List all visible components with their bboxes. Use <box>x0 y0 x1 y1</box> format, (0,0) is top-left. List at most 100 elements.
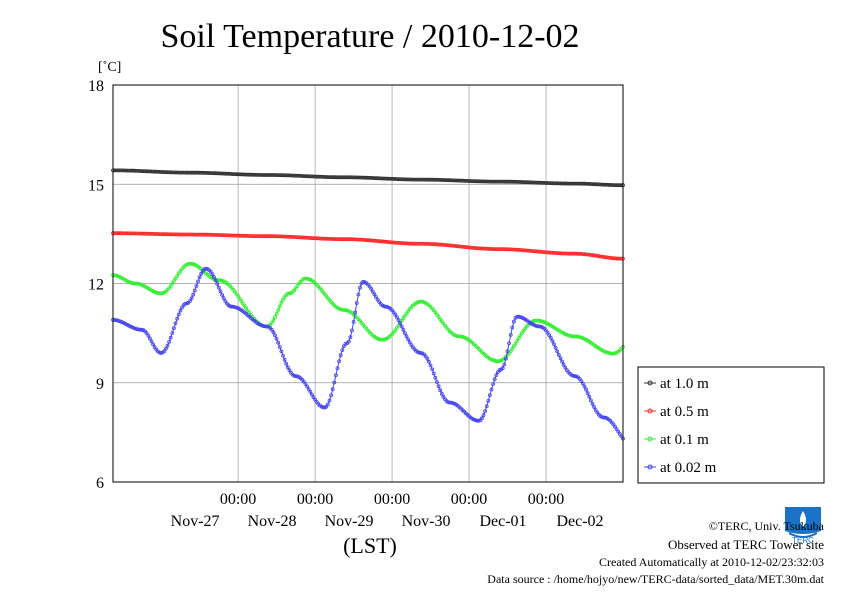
series-point <box>576 334 580 339</box>
series-point <box>274 311 279 316</box>
series-point <box>163 346 168 351</box>
series-point <box>370 289 375 294</box>
series-point <box>356 292 361 297</box>
series-point <box>170 331 175 335</box>
series-point <box>159 291 164 296</box>
series-point <box>147 336 152 341</box>
series-line <box>112 268 624 439</box>
series-point <box>502 362 507 367</box>
series-point <box>173 321 178 326</box>
series-point <box>418 351 423 355</box>
series-point <box>276 308 281 312</box>
series-point <box>425 356 430 361</box>
series-point <box>175 274 180 278</box>
series-point <box>433 375 438 380</box>
x-tick-hour-label: 00:00 <box>297 491 333 508</box>
series-point <box>555 349 560 354</box>
series-point <box>281 297 285 302</box>
series-point <box>372 292 377 297</box>
series-point <box>507 341 512 346</box>
series-point <box>271 330 276 335</box>
series-point <box>431 371 436 376</box>
series-point <box>139 327 144 332</box>
series-point <box>271 318 276 323</box>
series-point <box>168 335 173 340</box>
series-point <box>167 339 172 344</box>
legend-marker <box>647 436 653 442</box>
series-point <box>340 348 345 353</box>
series-point <box>279 349 284 354</box>
series-line <box>112 263 624 362</box>
series-point <box>189 261 194 266</box>
series-point <box>151 342 156 347</box>
series-point <box>396 318 401 323</box>
series-point <box>449 400 454 405</box>
series-point <box>582 384 587 389</box>
x-tick-hour-label: 00:00 <box>374 491 410 508</box>
series-point <box>325 402 330 407</box>
series-point <box>279 300 284 305</box>
series-point <box>269 320 274 325</box>
series-point <box>548 335 553 340</box>
series-point <box>146 333 151 338</box>
series-point <box>503 356 508 361</box>
series-point <box>394 315 399 320</box>
series-point <box>213 278 218 283</box>
series-point <box>192 288 197 293</box>
series-point <box>516 314 521 319</box>
series-point <box>500 366 505 371</box>
series-point <box>293 374 298 379</box>
series-point <box>335 366 340 371</box>
series-point <box>194 284 199 288</box>
series-point <box>276 340 281 345</box>
series-point <box>350 328 354 333</box>
axes: 00:00Nov-2700:00Nov-2800:00Nov-2900:00No… <box>88 78 604 530</box>
series-point <box>175 316 180 321</box>
copyright-text: ©TERC, Univ. Tsukuba <box>708 519 824 533</box>
series-point <box>393 312 398 317</box>
series-point <box>556 352 561 357</box>
series-point <box>353 310 358 315</box>
legend-marker <box>647 464 653 470</box>
created-text: Created Automatically at 2010-12-02/23:3… <box>599 555 824 569</box>
series-point <box>369 286 374 291</box>
series-point <box>189 296 194 301</box>
x-tick-date-label: Dec-01 <box>479 513 526 530</box>
series-point <box>383 304 388 309</box>
series-point <box>401 327 406 332</box>
series-point <box>510 325 515 330</box>
x-tick-date-label: Nov-27 <box>171 513 220 530</box>
series-point <box>285 365 290 370</box>
series-point <box>338 353 343 358</box>
series-point <box>183 301 188 306</box>
y-tick-label: 6 <box>96 475 104 492</box>
data-source-text: Data source : /home/hojyo/new/TERC-data/… <box>487 572 824 586</box>
series-line <box>113 232 623 260</box>
series-point <box>274 336 279 341</box>
series-point <box>171 326 176 331</box>
y-tick-label: 15 <box>88 177 104 194</box>
series-point <box>330 387 335 392</box>
series-point <box>547 333 552 338</box>
series-point <box>354 301 359 305</box>
series-point <box>587 394 592 399</box>
series-point <box>374 295 378 299</box>
series-point <box>197 275 202 280</box>
series-point <box>494 373 499 378</box>
series-point <box>426 359 431 364</box>
series-point <box>212 275 216 280</box>
series-point <box>305 384 310 389</box>
series-point <box>404 334 409 339</box>
series-point <box>178 308 183 313</box>
series-point <box>402 331 407 336</box>
series-point <box>489 387 494 392</box>
series-point <box>407 340 412 345</box>
plot-frame <box>112 84 624 483</box>
series-point <box>481 413 486 418</box>
series-point <box>430 367 435 372</box>
series-point <box>306 387 311 392</box>
series-point <box>435 380 439 385</box>
x-tick-hour-label: 00:00 <box>451 491 487 508</box>
legend-label: at 0.1 m <box>660 432 709 448</box>
series-point <box>537 324 542 329</box>
